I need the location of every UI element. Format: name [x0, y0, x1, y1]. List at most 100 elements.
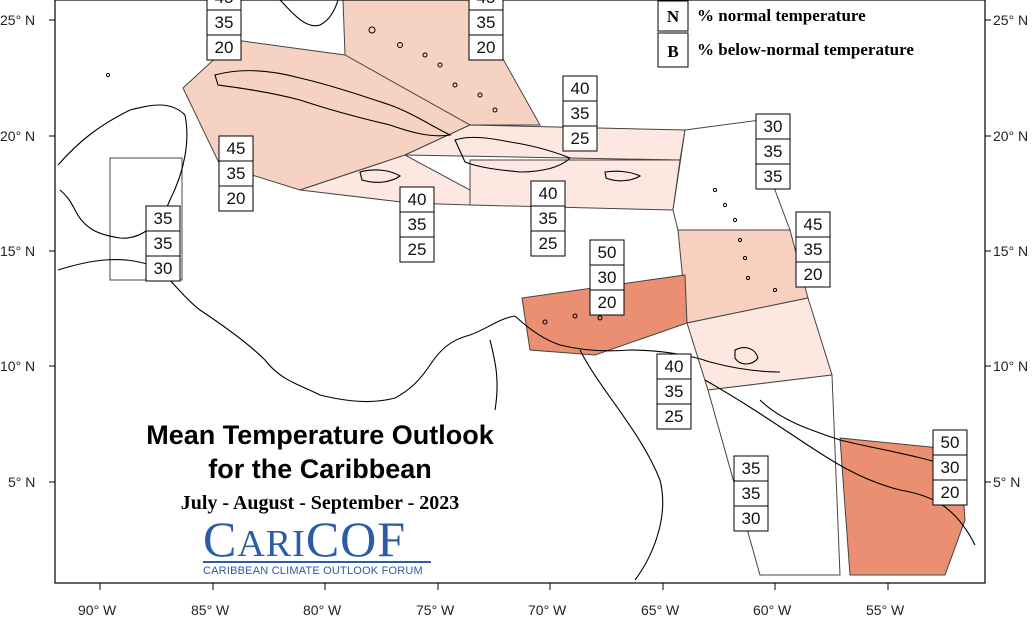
prob-cell-turks-1	[468, 9, 504, 36]
prob-value-leeward-north-below: 35	[764, 167, 783, 186]
lon-label-90: 90° W	[78, 602, 117, 618]
prob-cell-guyana-1	[733, 480, 769, 507]
legend-letter-n: N	[667, 7, 680, 26]
prob-cell-trinidad-1	[656, 378, 692, 405]
prob-value-trinidad-normal: 35	[665, 382, 684, 401]
lon-label-75: 75° W	[416, 602, 455, 618]
prob-cell-jamaica-2	[399, 236, 435, 263]
prob-value-suriname-normal: 30	[941, 458, 960, 477]
prob-value-trinidad-above: 40	[665, 357, 684, 376]
lat-label-25-left: 25° N	[0, 12, 35, 28]
lon-label-80: 80° W	[303, 602, 342, 618]
prob-cell-guyana-2	[733, 505, 769, 532]
lon-ticks	[99, 583, 889, 590]
logo-letters-cof: COF	[305, 511, 407, 567]
legend-text-n: % normal temperature	[697, 6, 866, 25]
prob-box-windward: 45 35 20	[795, 211, 831, 288]
prob-value-abc-islands-below: 20	[598, 293, 617, 312]
prob-cell-bahamas-2	[206, 34, 242, 61]
prob-box-jamaica: 40 35 25	[399, 186, 435, 263]
prob-value-cuba-below: 20	[227, 189, 246, 208]
prob-value-suriname-above: 50	[941, 433, 960, 452]
prob-cell-hispaniola-0	[562, 75, 598, 102]
prob-value-abc-islands-normal: 30	[598, 268, 617, 287]
lat-label-10-left: 10° N	[0, 358, 35, 374]
prob-cell-cuba-2	[218, 185, 254, 212]
prob-value-guyana-normal: 35	[742, 484, 761, 503]
prob-cell-abc-islands-0	[589, 239, 625, 266]
legend-letter-b: B	[667, 42, 678, 61]
prob-cell-turks-2	[468, 34, 504, 61]
prob-cell-puerto-rico-2	[530, 230, 566, 257]
prob-cell-belize-1	[145, 230, 181, 257]
prob-cell-suriname-2	[932, 479, 968, 506]
lat-label-25-right: 25° N	[993, 12, 1028, 28]
prob-cell-leeward-north-2	[755, 163, 791, 190]
prob-cell-belize-2	[145, 255, 181, 282]
prob-cell-jamaica-1	[399, 211, 435, 238]
prob-cell-suriname-0	[932, 429, 968, 456]
lat-label-20-right: 20° N	[993, 128, 1028, 144]
prob-value-windward-below: 20	[804, 265, 823, 284]
logo-underline	[203, 561, 431, 563]
colombia-venezuela-coast	[514, 315, 781, 373]
prob-cell-leeward-north-1	[755, 138, 791, 165]
prob-cell-suriname-1	[932, 454, 968, 481]
caricof-logo: CARICOF	[203, 510, 406, 568]
prob-box-hispaniola: 40 35 25	[562, 75, 598, 152]
prob-value-trinidad-below: 25	[665, 407, 684, 426]
legend-box-n	[657, 0, 689, 32]
prob-cell-abc-islands-2	[589, 289, 625, 316]
prob-value-hispaniola-below: 25	[571, 129, 590, 148]
florida-coast	[279, 0, 339, 27]
prob-value-puerto-rico-normal: 35	[539, 209, 558, 228]
prob-cell-bahamas-1	[206, 9, 242, 36]
prob-value-puerto-rico-above: 40	[539, 184, 558, 203]
trinidad-coast	[734, 347, 759, 365]
prob-value-jamaica-below: 25	[408, 240, 427, 259]
lat-labels: 25° N 20° N 15° N 10° N 5° N 25° N 20° N…	[0, 12, 1028, 490]
lon-label-70: 70° W	[528, 602, 567, 618]
map-frame	[54, 0, 986, 584]
prob-cell-windward-0	[795, 211, 831, 238]
lat-ticks	[49, 19, 991, 483]
prob-box-cuba: 45 35 20	[218, 135, 254, 212]
forecast-zones	[109, 0, 966, 576]
zone-guyana	[707, 374, 841, 576]
legend: N % normal temperature B % below-normal …	[657, 0, 914, 68]
lon-label-65: 65° W	[641, 602, 680, 618]
prob-value-guyana-above: 35	[742, 459, 761, 478]
map-subtitle: July - August - September - 2023	[180, 492, 460, 514]
central-america-coast	[57, 259, 516, 402]
prob-value-belize-normal: 35	[154, 234, 173, 253]
prob-value-bahamas-above: 45	[215, 0, 234, 7]
prob-value-hispaniola-normal: 35	[571, 104, 590, 123]
lon-labels: 90° W 85° W 80° W 75° W 70° W 65° W 60° …	[78, 602, 905, 618]
prob-cell-puerto-rico-0	[530, 180, 566, 207]
prob-value-hispaniola-above: 40	[571, 79, 590, 98]
legend-text-b: % below-normal temperature	[697, 40, 914, 59]
small-islands	[105, 26, 778, 325]
prob-value-bahamas-normal: 35	[215, 13, 234, 32]
prob-cell-puerto-rico-1	[530, 205, 566, 232]
prob-box-bahamas: 45 35 20	[206, 0, 242, 61]
lat-label-10-right: 10° N	[993, 358, 1028, 374]
prob-value-turks-above: 45	[477, 0, 496, 7]
prob-value-jamaica-normal: 35	[408, 215, 427, 234]
zone-pr	[469, 159, 681, 211]
prob-value-leeward-north-normal: 35	[764, 142, 783, 161]
prob-value-belize-below: 30	[154, 259, 173, 278]
prob-cell-guyana-0	[733, 455, 769, 482]
prob-cell-leeward-north-0	[755, 113, 791, 140]
lon-label-60: 60° W	[753, 602, 792, 618]
lat-label-20-left: 20° N	[0, 128, 35, 144]
prob-box-abc-islands: 50 30 20	[589, 239, 625, 316]
prob-value-jamaica-above: 40	[408, 190, 427, 209]
lat-label-5-right: 5° N	[993, 474, 1020, 490]
cuba-coast	[214, 70, 452, 137]
prob-value-suriname-below: 20	[941, 483, 960, 502]
legend-box-b	[657, 32, 689, 68]
prob-box-leeward-north: 30 35 35	[755, 113, 791, 190]
prob-value-cuba-above: 45	[227, 139, 246, 158]
